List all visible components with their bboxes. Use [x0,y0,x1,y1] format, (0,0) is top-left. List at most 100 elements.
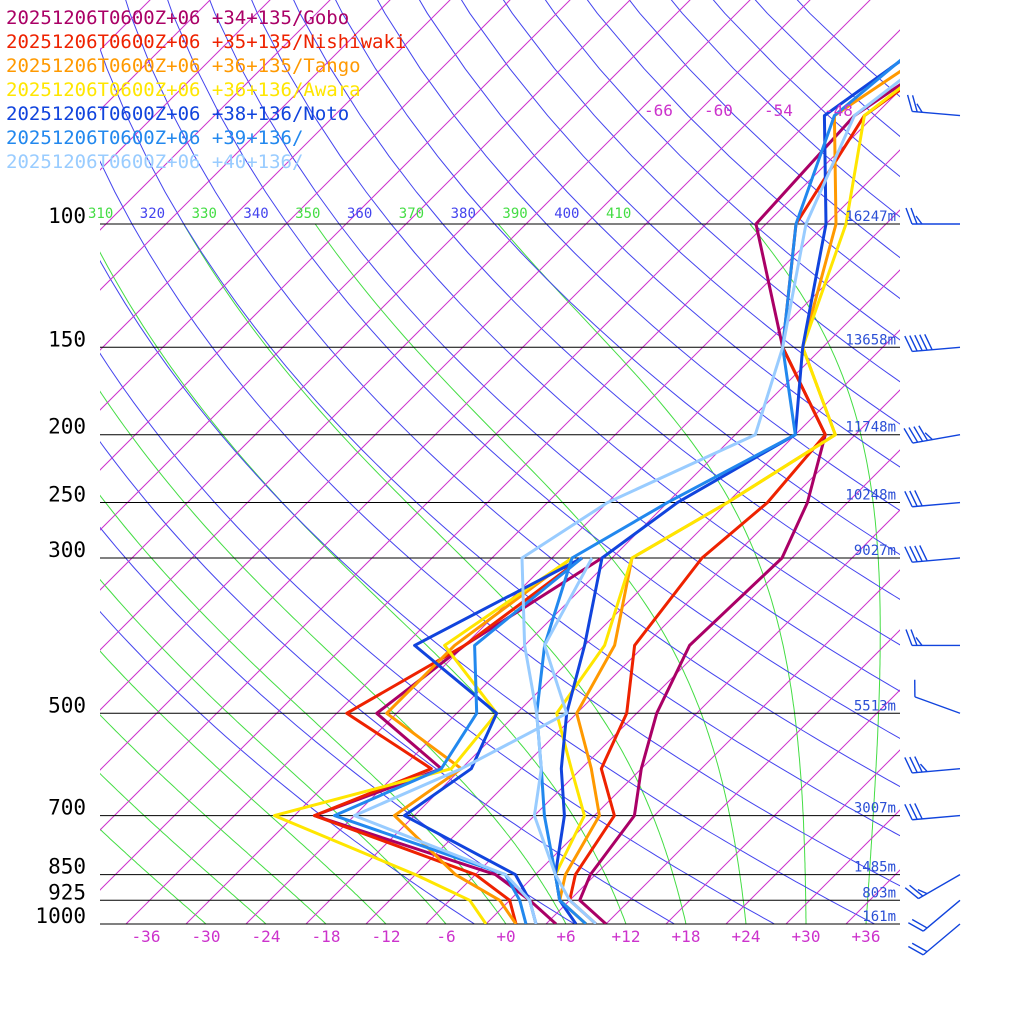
legend-entry: 20251206T0600Z+06 +39+136/ [6,127,303,149]
height-label: 9027m [854,543,896,559]
upper-temperature-label: -60 [704,101,733,120]
pressure-label: 850 [48,855,86,879]
pressure-label: 100 [48,204,86,228]
isotherm [785,809,900,924]
wind-barb-staff [912,557,961,563]
upper-temperature-label: -48 [824,101,853,120]
isotherm [100,0,391,291]
wind-barb-flag [918,425,929,441]
wind-barb-flag [914,756,923,773]
theta-label: 320 [140,206,165,222]
moist-adiabat [749,223,881,924]
wind-barb-flag [908,427,919,443]
dry-adiabat [293,0,900,600]
wind-barb-flag [916,103,923,113]
sounding-lines [272,58,900,924]
wind-barb-flag [904,887,919,900]
wind-barb [904,490,961,508]
dry-adiabat [460,0,900,425]
wind-barb [908,923,961,956]
wind-barb-flag [911,942,928,953]
wind-barb [906,94,961,117]
wind-barb-staff [922,899,961,932]
legend-entry: 20251206T0600Z+06 +36+136/Awara [6,79,361,101]
wind-barb-flag [903,427,914,444]
wind-barb [904,545,961,563]
pressure-label: 700 [48,796,86,820]
wind-barb-flag [919,334,928,351]
wind-barb-flag [924,432,933,441]
isotherm [100,0,331,231]
legend-entry: 20251206T0600Z+06 +34+135/Gobo [6,7,349,29]
pressure-label: 150 [48,327,86,351]
dry-adiabat [628,0,900,259]
temperature-tick: -24 [252,927,281,946]
dry-adiabat [586,0,900,300]
theta-label: 390 [502,206,527,222]
wind-barb [908,899,961,932]
isotherm [725,749,900,924]
dry-adiabat [544,0,900,341]
theta-label: 350 [295,206,320,222]
temperature-tick: +6 [556,927,575,946]
height-label: 10248m [845,488,896,504]
legend: 20251206T0600Z+06 +34+135/Gobo20251206T0… [6,7,406,173]
wind-barb-flag [904,757,913,774]
wind-barb-staff [912,434,961,444]
wind-barb-flag [909,884,924,897]
wind-barb-flag [914,334,923,351]
wind-barb-flag [911,918,928,929]
wind-barb-flag [905,629,913,646]
axis-labels: 100 16247m 150 13658m 200 11748m 250 10248m 300 9… [35,101,896,946]
wind-barb-flag [910,207,918,225]
moist-adiabat [100,578,447,924]
wind-barb-flag [905,207,913,225]
moist-adiabat [100,772,267,924]
wind-barb-flag [904,804,913,821]
wind-barb-staff [912,501,961,508]
legend-entry: 20251206T0600Z+06 +36+135/Tango [6,55,361,77]
temperature-tick: -30 [192,927,221,946]
moist-adiabat [100,650,387,924]
height-label: 13658m [845,332,896,348]
legend-entry: 20251206T0600Z+06 +35+135/Nishiwaki [6,31,406,53]
wind-barb-staff [922,923,961,956]
temperature-tick: +36 [852,927,881,946]
dry-adiabat [335,0,900,556]
temperature-line [535,58,900,924]
wind-barb-flag [908,945,924,956]
height-label: 3007m [854,801,896,817]
height-label: 5513m [854,698,896,714]
wind-barb [904,333,961,353]
temperature-tick: -18 [312,927,341,946]
isotherm [545,569,900,924]
dry-adiabat [796,0,900,98]
wind-barb-flag [913,426,924,442]
temperature-line [553,59,900,924]
wind-barb [904,873,961,900]
isotherm [100,0,511,411]
moist-adiabat [100,390,567,924]
isotherm [966,0,1024,924]
theta-label: 410 [606,206,631,222]
wind-barb-flag [909,335,918,352]
wind-barb-flag [904,335,913,352]
pressure-label: 200 [48,415,86,439]
height-label: 11748m [845,420,896,436]
temperature-tick: +24 [732,927,761,946]
dry-adiabat [100,610,475,924]
wind-barb-flag [908,922,924,932]
height-label: 161m [862,909,896,925]
wind-barb-flag [909,756,918,773]
isotherm [906,0,1024,924]
wind-barb-flag [906,94,913,112]
wind-barb-flag [909,490,918,507]
isotherm [665,689,900,924]
wind-barb-flag [915,637,923,646]
temperature-tick: +18 [672,927,701,946]
wind-barb-flag [924,333,933,351]
upper-temperature-label: -66 [644,101,673,120]
wind-barb-flag [910,629,918,646]
pressure-label: 500 [48,693,86,717]
